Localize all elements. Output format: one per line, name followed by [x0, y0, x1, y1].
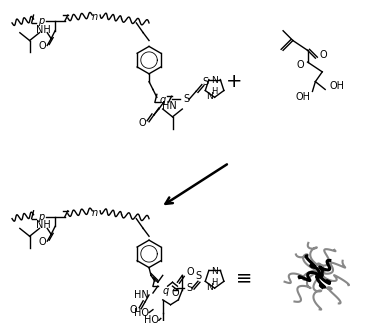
Text: HN: HN: [162, 101, 176, 111]
Text: O: O: [186, 267, 194, 277]
Text: q: q: [163, 286, 169, 296]
Text: N: N: [206, 92, 212, 101]
Text: O: O: [172, 288, 180, 298]
Text: HO: HO: [134, 308, 149, 318]
Text: S: S: [186, 283, 192, 293]
Text: H: H: [211, 87, 218, 96]
Text: OH: OH: [329, 80, 344, 91]
Text: O: O: [39, 237, 46, 247]
Text: O: O: [297, 60, 305, 70]
Text: q: q: [160, 95, 166, 105]
Text: S: S: [203, 77, 209, 87]
Text: O: O: [39, 42, 46, 51]
Text: S: S: [196, 271, 202, 281]
Text: N: N: [206, 283, 212, 292]
Text: NH: NH: [36, 220, 51, 231]
Text: n: n: [92, 208, 98, 218]
Text: HN: HN: [134, 290, 149, 300]
Text: p: p: [38, 212, 45, 222]
Text: NH: NH: [36, 25, 51, 35]
Text: O: O: [138, 118, 146, 128]
Text: S: S: [183, 94, 189, 104]
Text: OH: OH: [296, 92, 310, 102]
Text: H: H: [211, 278, 218, 287]
Text: O: O: [319, 50, 327, 60]
Text: O: O: [130, 305, 137, 315]
Text: n: n: [92, 12, 98, 22]
Text: HO: HO: [144, 316, 159, 325]
Text: +: +: [226, 72, 242, 91]
Text: ≡: ≡: [236, 269, 252, 288]
Text: N: N: [211, 76, 218, 85]
Text: N: N: [211, 267, 218, 276]
Text: p: p: [38, 16, 45, 26]
